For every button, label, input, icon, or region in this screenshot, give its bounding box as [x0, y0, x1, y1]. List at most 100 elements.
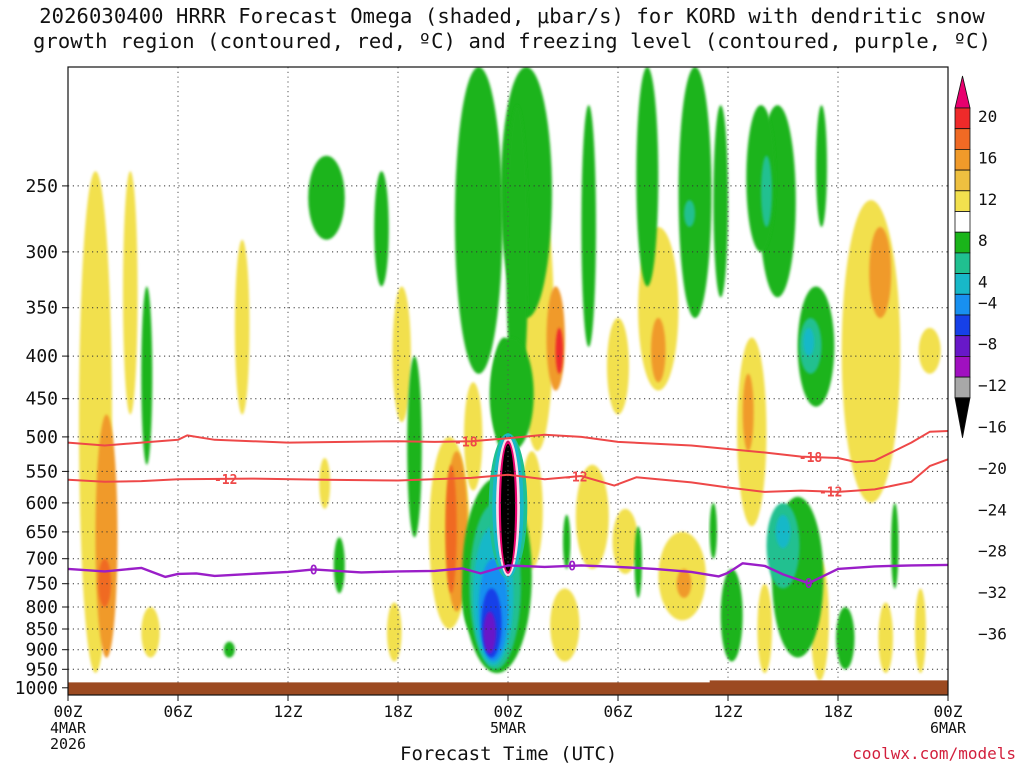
downdraft-w [878, 602, 893, 674]
x-tick-sublabel: 6MAR [930, 719, 967, 737]
x-tick-label: 06Z [164, 702, 193, 721]
contour-label-dgz-minus18: -18 [454, 435, 478, 450]
downdraft-i [464, 382, 483, 491]
terrain-surface [68, 680, 948, 695]
y-tick-label: 800 [25, 597, 58, 618]
colorbar-label: 8 [978, 231, 988, 250]
colorbar-segment [954, 252, 971, 274]
x-tick-label: 00Z [934, 702, 963, 721]
updraft-s-max [775, 514, 791, 549]
updraft-l [636, 67, 659, 287]
y-tick-label: 250 [25, 176, 58, 197]
colorbar-segment [954, 211, 971, 233]
x-tick-sublabel: 5MAR [490, 719, 527, 737]
colorbar-segment [954, 293, 971, 316]
chart-title-line2: growth region (contoured, red, ºC) and f… [32, 29, 992, 53]
y-tick-label: 600 [25, 493, 58, 514]
contour-line-freezing-level [68, 562, 948, 585]
downdraft-g [392, 286, 411, 423]
x-tick-label: 00Z [494, 702, 523, 721]
downdraft-x [915, 588, 926, 674]
downdraft-col-b [123, 171, 138, 415]
dotted-grid [68, 67, 948, 695]
updraft-d [407, 356, 422, 538]
x-tick-label: 18Z [824, 702, 853, 721]
updraft-v [709, 502, 717, 559]
updraft-x [634, 526, 642, 598]
y-tick-label: 750 [25, 574, 58, 595]
downdraft-d [234, 239, 250, 415]
x-tick-sublabel: 2026 [50, 735, 86, 753]
source-credit: coolwx.com/models [852, 744, 1016, 763]
updraft-m-core [684, 200, 695, 227]
omega-shading [79, 67, 941, 681]
updraft-j [506, 105, 529, 407]
colorbar-label: −12 [978, 376, 1007, 395]
colorbar-label: −32 [978, 583, 1007, 602]
updraft-m [678, 67, 712, 318]
chart-title-line1: 2026030400 HRRR Forecast Omega (shaded, … [39, 4, 985, 28]
colorbar-label: −4 [978, 293, 997, 312]
colorbar-label: 16 [978, 148, 997, 167]
downdraft-t-core [869, 227, 892, 318]
y-tick-label: 950 [25, 659, 58, 680]
contour-line-dgz-minus18 [68, 430, 948, 464]
colorbar-segment [954, 314, 971, 337]
y-tick-label: 450 [25, 389, 58, 410]
downdraft-l [575, 464, 609, 569]
pressure-axis: 2503003504004505005506006507007508008509… [15, 176, 68, 699]
updraft-t [836, 607, 855, 670]
x-tick-label: 06Z [604, 702, 633, 721]
updraft-a [141, 286, 153, 465]
contour-line-dgz-minus12 [68, 458, 948, 493]
downdraft-q [612, 508, 639, 574]
contour-label-freezing-level: 0 [310, 563, 318, 578]
downdraft-lower-c [141, 607, 160, 658]
y-tick-label: 900 [25, 640, 58, 661]
colorbar-label: −8 [978, 335, 997, 354]
downdraft-n [607, 317, 629, 415]
updraft-e [308, 155, 345, 240]
updraft-u [720, 568, 743, 662]
y-tick-label: 400 [25, 346, 58, 367]
colorbar-segment [954, 107, 971, 130]
updraft-n [713, 105, 728, 298]
x-tick-label: 18Z [384, 702, 413, 721]
downdraft-j-max [555, 327, 563, 374]
temperature-contours: -18 -18 -12 -12 -12 0 0 0 [68, 430, 948, 592]
colorbar-segment [954, 148, 971, 171]
updraft-p-core [761, 155, 772, 227]
colorbar-label: −36 [978, 625, 1007, 644]
y-tick-label: 350 [25, 298, 58, 319]
x-tick-label: 12Z [714, 702, 743, 721]
y-tick-label: 700 [25, 549, 58, 570]
updraft-w [891, 502, 899, 589]
updraft-g [454, 67, 503, 374]
terrain-ground [68, 680, 948, 695]
colorbar-label: −28 [978, 542, 1007, 561]
colorbar-label: 12 [978, 190, 997, 209]
downdraft-u [918, 327, 941, 374]
x-tick-sublabel: 4MAR [50, 719, 87, 737]
contour-label-dgz-minus12: -12 [564, 471, 587, 486]
y-tick-label: 500 [25, 427, 58, 448]
omega-colorbar: 20 16 12 8 4−4 −8 −12 −16 −20 −24 −28 −32 −36 [954, 75, 1007, 644]
colorbar-top-arrow [954, 75, 971, 109]
colorbar-bottom-arrow [954, 397, 971, 438]
downdraft-t [841, 200, 901, 503]
colorbar-label: −16 [978, 418, 1007, 437]
updraft-b [223, 641, 235, 658]
colorbar-segment [954, 190, 971, 212]
colorbar-segment [954, 376, 971, 399]
contour-label-freezing-level: 0 [805, 577, 813, 592]
updraft-f [374, 171, 389, 287]
downdraft-p-core [676, 568, 692, 598]
colorbar-label: 4 [978, 273, 988, 292]
y-tick-label: 650 [25, 522, 58, 543]
updraft-k [581, 105, 596, 347]
downdraft-e [319, 458, 331, 509]
downdraft-s [757, 583, 772, 674]
x-tick-label: 00Z [54, 702, 83, 721]
